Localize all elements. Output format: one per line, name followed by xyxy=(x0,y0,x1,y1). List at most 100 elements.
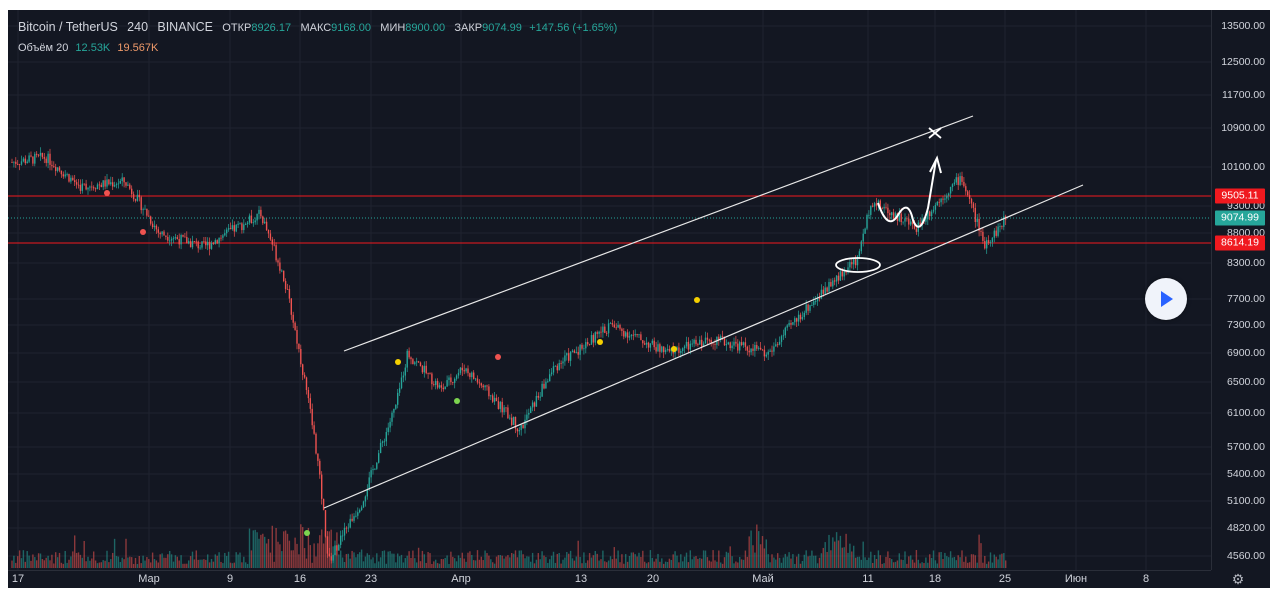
candle-body xyxy=(262,216,264,224)
candle-body xyxy=(942,198,944,200)
channel-upper-line[interactable] xyxy=(343,115,974,352)
candle-body xyxy=(585,342,587,349)
volume-bar xyxy=(351,550,353,568)
candle-body xyxy=(805,304,807,313)
price-chart[interactable] xyxy=(8,10,1270,588)
candle-body xyxy=(528,412,530,415)
target-cross[interactable] xyxy=(928,127,942,139)
candle-body xyxy=(894,213,897,219)
candle-body xyxy=(784,327,786,336)
horizontal-levels xyxy=(8,195,1211,244)
candle-body xyxy=(393,408,395,413)
candle-body xyxy=(480,383,482,386)
volume-bars xyxy=(11,524,1007,568)
volume-bar xyxy=(454,558,456,568)
candle-body xyxy=(630,334,633,337)
forecast-squiggle[interactable] xyxy=(877,159,937,228)
volume-bar xyxy=(758,531,760,568)
candle-body xyxy=(628,336,631,338)
volume-bar xyxy=(632,552,634,568)
volume-bar xyxy=(203,559,205,568)
candle-body xyxy=(797,314,800,322)
candle-body xyxy=(638,334,640,336)
candle-body xyxy=(450,377,452,383)
interval-label[interactable]: 240 xyxy=(127,20,149,34)
channel-lower-line[interactable] xyxy=(323,184,1084,509)
volume-bar xyxy=(218,552,220,568)
volume-bar xyxy=(881,563,883,568)
play-button[interactable] xyxy=(1145,278,1187,320)
candle-body xyxy=(702,343,705,347)
volume-bar xyxy=(499,555,501,568)
volume-bar xyxy=(794,563,796,568)
volume-bar xyxy=(712,550,714,568)
volume-bar xyxy=(226,555,228,568)
candle-body xyxy=(522,424,524,429)
gear-icon[interactable]: ⚙ xyxy=(1231,571,1245,587)
candle-body xyxy=(189,241,192,248)
volume-label[interactable]: Объём 20 xyxy=(18,42,69,54)
candle-body xyxy=(583,348,585,350)
candle-body xyxy=(866,215,868,229)
candle-body xyxy=(191,241,194,248)
candle-body xyxy=(17,163,19,165)
candle-body xyxy=(226,229,228,234)
candle-body xyxy=(663,346,665,353)
candle-body xyxy=(739,342,741,351)
candle-body xyxy=(691,343,693,345)
volume-bar xyxy=(438,563,441,568)
volume-bar xyxy=(678,562,680,568)
volume-bar xyxy=(560,563,562,568)
time-axis[interactable]: 17 Мар 9 16 23 Апр 13 20 Май 11 18 25 Июн 8 xyxy=(8,570,1211,589)
volume-bar xyxy=(915,550,918,568)
candle-body xyxy=(864,228,866,234)
volume-bar xyxy=(733,563,735,568)
candle-body xyxy=(993,230,995,238)
price-axis[interactable]: 13500.00 12500.00 11700.00 10900.00 10100.00… xyxy=(1211,10,1271,570)
volume-bar xyxy=(699,557,701,568)
symbol-name[interactable]: Bitcoin / TetherUS xyxy=(18,20,118,34)
volume-bar xyxy=(556,553,558,568)
highlight-ellipse[interactable] xyxy=(835,257,881,273)
candle-body xyxy=(588,344,591,346)
volume-bar xyxy=(155,560,158,568)
volume-bar xyxy=(946,556,948,568)
candle-body xyxy=(906,218,908,220)
candle-body xyxy=(332,554,334,561)
chart-panel[interactable]: Bitcoin / TetherUS 240 BINANCE ОТКР8926.… xyxy=(8,10,1270,588)
volume-bar xyxy=(307,527,310,568)
forecast-arrowhead[interactable] xyxy=(929,155,942,174)
user-drawings[interactable] xyxy=(323,115,1084,509)
candle-body xyxy=(229,228,232,230)
time-tick-label: 13 xyxy=(574,573,588,585)
candle-body xyxy=(860,241,862,252)
candle-body xyxy=(429,373,431,375)
candle-body xyxy=(495,397,498,402)
candle-body xyxy=(452,382,454,383)
volume-bar xyxy=(767,554,769,568)
volume-bar xyxy=(558,552,560,568)
candle-body xyxy=(680,350,682,353)
volume-bar xyxy=(269,552,272,568)
candle-body xyxy=(887,207,889,214)
candle-body xyxy=(36,153,38,155)
candle-body xyxy=(39,152,42,156)
candle-body xyxy=(653,340,655,348)
candle-body xyxy=(976,218,978,223)
symbol-legend[interactable]: Bitcoin / TetherUS 240 BINANCE ОТКР8926.… xyxy=(18,18,617,57)
candle-body xyxy=(556,365,558,371)
candle-body xyxy=(668,348,671,352)
volume-bar xyxy=(227,551,230,568)
candle-body xyxy=(552,366,555,373)
volume-bar xyxy=(763,548,766,568)
candle-body xyxy=(543,383,545,389)
candle-body xyxy=(803,312,805,318)
volume-bar xyxy=(340,550,342,568)
candle-body xyxy=(492,395,494,402)
candle-body xyxy=(28,155,30,162)
candle-body xyxy=(127,184,129,186)
candle-body xyxy=(777,344,779,346)
volume-bar xyxy=(813,555,815,568)
candle-body xyxy=(37,154,40,156)
volume-bar xyxy=(387,551,389,568)
